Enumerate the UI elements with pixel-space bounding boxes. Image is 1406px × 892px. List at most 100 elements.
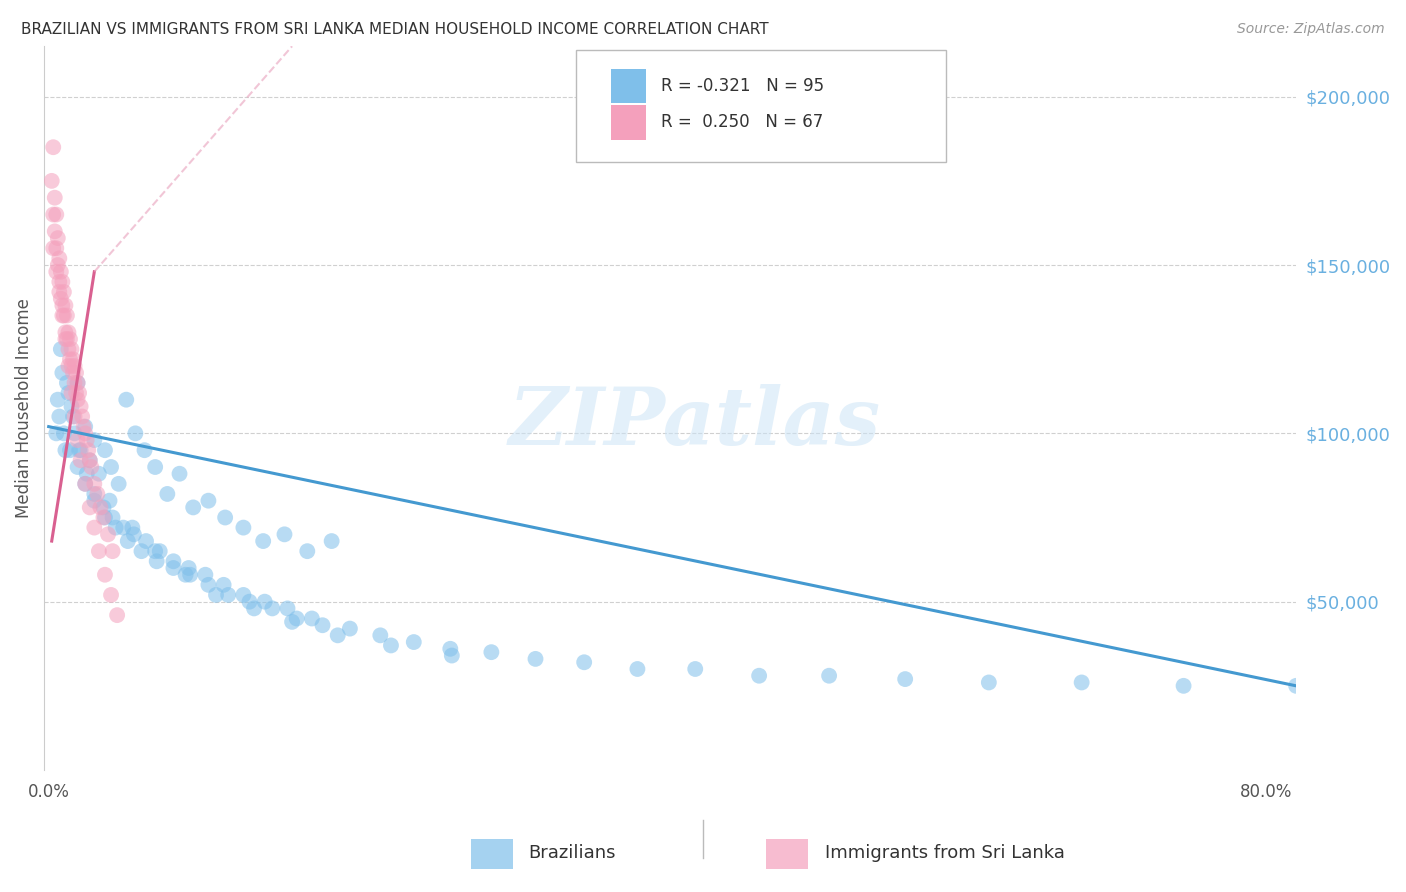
Point [212,578,235,592]
Point [87,467,110,481]
Point [285,611,308,625]
Point [83,487,105,501]
Point [58,359,80,373]
Point [101,544,124,558]
Point [197,493,219,508]
Point [52,309,75,323]
Point [60,359,83,373]
Point [145,554,167,568]
Point [83,520,105,534]
Point [156,487,179,501]
Point [100,460,122,475]
Point [45,265,67,279]
Text: BRAZILIAN VS IMMIGRANTS FROM SRI LANKA MEDIAN HOUSEHOLD INCOME CORRELATION CHART: BRAZILIAN VS IMMIGRANTS FROM SRI LANKA M… [21,22,769,37]
Point [73,419,96,434]
Point [44,224,66,238]
Text: Source: ZipAtlas.com: Source: ZipAtlas.com [1237,22,1385,37]
Point [162,554,184,568]
Point [56,376,79,390]
Point [101,510,124,524]
Point [55,326,77,340]
Point [87,544,110,558]
Point [143,544,166,558]
FancyBboxPatch shape [576,50,946,162]
Point [62,366,84,380]
Point [45,426,67,441]
Point [51,275,73,289]
Point [46,231,69,245]
Point [63,359,86,373]
FancyBboxPatch shape [612,69,647,103]
Point [49,265,72,279]
Point [49,292,72,306]
Point [89,500,111,515]
Point [51,309,73,323]
Point [98,493,121,508]
Point [42,241,65,255]
Point [52,285,75,299]
Point [55,332,77,346]
Point [301,611,323,625]
Point [479,645,502,659]
Point [253,595,276,609]
Point [66,433,89,447]
Point [626,662,648,676]
Point [60,386,83,401]
Point [115,392,138,407]
Point [42,208,65,222]
Point [76,467,98,481]
Point [48,285,70,299]
Point [94,510,117,524]
Point [143,460,166,475]
Point [93,500,115,515]
Point [48,275,70,289]
Point [48,252,70,266]
Point [76,433,98,447]
Point [52,426,75,441]
Point [311,618,333,632]
Point [45,208,67,222]
Point [977,675,1000,690]
Point [60,400,83,414]
Point [83,493,105,508]
Point [217,588,239,602]
Point [402,635,425,649]
Point [75,476,97,491]
Text: R = -0.321   N = 95: R = -0.321 N = 95 [661,77,824,95]
Point [46,258,69,272]
Point [59,332,82,346]
Point [60,342,83,356]
Point [281,615,304,629]
Point [62,409,84,424]
Point [177,561,200,575]
Point [69,443,91,458]
FancyBboxPatch shape [766,838,808,869]
Point [380,639,402,653]
Point [524,652,547,666]
FancyBboxPatch shape [471,838,513,869]
Point [83,433,105,447]
Point [49,342,72,356]
Point [238,595,260,609]
Text: R =  0.250   N = 67: R = 0.250 N = 67 [661,113,824,131]
Point [86,487,108,501]
Point [134,443,156,458]
Point [368,628,391,642]
Point [124,426,146,441]
Point [121,520,143,534]
Point [572,655,595,669]
Point [748,669,770,683]
Point [683,662,706,676]
Point [440,648,463,663]
Point [112,520,135,534]
Point [65,386,87,401]
Point [48,409,70,424]
Point [58,326,80,340]
Point [45,241,67,255]
Point [105,608,128,623]
Point [232,588,254,602]
Point [326,628,349,642]
Point [63,376,86,390]
Point [63,426,86,441]
Point [59,352,82,367]
